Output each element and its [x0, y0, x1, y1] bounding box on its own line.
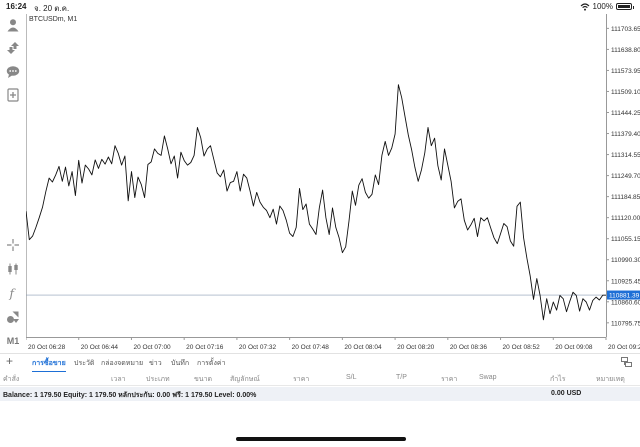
status-right: 100% — [580, 2, 634, 11]
col-time: เวลา — [111, 376, 126, 383]
tab-settings[interactable]: การตั้งค่า — [197, 360, 226, 367]
y-tick-label: 110860.60 — [611, 299, 640, 306]
y-tick-label: 110990.30 — [611, 257, 640, 264]
tab-trade[interactable]: การซื้อขาย — [32, 360, 66, 372]
col-symbol: สัญลักษณ์ — [230, 376, 260, 383]
status-bar: 16:24 จ. 20 ต.ค. 100% — [0, 0, 640, 14]
col-current-price: ราคา — [441, 376, 458, 383]
price-chart[interactable]: 111703.65 111638.80 111573.95 111509.10 1114… — [26, 14, 640, 353]
trade-icon[interactable] — [4, 39, 22, 57]
x-tick-label: 20 Oct 08:04 — [344, 344, 382, 351]
timeframe-button[interactable]: M1 — [4, 332, 22, 350]
x-tick-label: 20 Oct 08:52 — [503, 344, 541, 351]
x-tick-label: 20 Oct 09:08 — [555, 344, 593, 351]
tab-mailbox[interactable]: กล่องจดหมาย — [101, 360, 144, 367]
y-tick-label: 110795.75 — [611, 320, 640, 327]
home-indicator[interactable] — [236, 437, 406, 441]
y-tick-label: 111184.85 — [611, 194, 640, 201]
timeframe-label: M1 — [6, 336, 20, 346]
chart-symbol-label: BTCUSDm, M1 — [29, 16, 78, 23]
col-profit: กำไร — [550, 376, 566, 383]
col-price: ราคา — [293, 376, 310, 383]
y-tick-label: 111379.40 — [611, 131, 640, 138]
balance-summary: Balance: 1 179.50 Equity: 1 179.50 หลักป… — [3, 392, 257, 399]
terminal-tabs-bar: + การซื้อขาย ประวัติ กล่องจดหมาย ข่าว บั… — [0, 353, 640, 372]
x-tick-label: 20 Oct 06:28 — [28, 344, 66, 351]
y-tick-label: 111703.65 — [611, 26, 640, 33]
battery-icon — [616, 3, 634, 10]
x-tick-label: 20 Oct 07:00 — [133, 344, 171, 351]
add-chart-icon[interactable] — [4, 86, 22, 104]
y-tick-label: 111314.55 — [611, 152, 640, 159]
y-tick-label: 111249.70 — [611, 173, 640, 180]
indicator-icon[interactable]: f — [4, 284, 22, 302]
x-tick-label: 20 Oct 07:48 — [292, 344, 330, 351]
y-tick-label: 111444.25 — [611, 110, 640, 117]
add-order-button[interactable]: + — [6, 354, 14, 368]
person-icon[interactable] — [4, 16, 22, 34]
col-swap: Swap — [479, 374, 497, 381]
x-tick-label: 20 Oct 09:24 — [608, 344, 640, 351]
current-price-badge — [607, 290, 640, 300]
col-volume: ขนาด — [194, 376, 213, 383]
chart-area[interactable]: 111703.65 111638.80 111573.95 111509.10 1114… — [26, 14, 640, 353]
balance-total: 0.00 USD — [551, 390, 582, 397]
price-series-line — [26, 84, 606, 321]
x-tick-label: 20 Oct 08:20 — [397, 344, 435, 351]
col-tp: T/P — [396, 374, 407, 381]
col-type: ประเภท — [146, 376, 170, 383]
wifi-icon — [580, 2, 589, 11]
y-tick-label: 111055.15 — [611, 236, 640, 243]
y-tick-label: 111573.95 — [611, 68, 640, 75]
x-tick-label: 20 Oct 07:32 — [239, 344, 277, 351]
status-date: จ. 20 ต.ค. — [34, 4, 70, 13]
tab-news[interactable]: ข่าว — [149, 360, 162, 367]
col-order: คำสั่ง — [3, 376, 20, 383]
tab-history[interactable]: ประวัติ — [74, 360, 95, 367]
col-sl: S/L — [346, 374, 357, 381]
y-tick-label: 111509.10 — [611, 89, 640, 96]
orders-column-headers: คำสั่ง เวลา ประเภท ขนาด สัญลักษณ์ ราคา S… — [0, 370, 640, 386]
candles-icon[interactable] — [4, 260, 22, 278]
y-tick-label: 111120.00 — [611, 215, 640, 222]
current-price-label: 110881.39 — [609, 293, 640, 300]
battery-percent: 100% — [592, 2, 613, 11]
x-tick-label: 20 Oct 06:44 — [81, 344, 119, 351]
layout-toggle-icon[interactable] — [621, 357, 632, 367]
balance-row: Balance: 1 179.50 Equity: 1 179.50 หลักป… — [0, 387, 640, 401]
svg-text:f: f — [9, 287, 17, 301]
objects-icon[interactable] — [4, 308, 22, 326]
chat-icon[interactable] — [4, 63, 22, 81]
y-tick-label: 110925.45 — [611, 278, 640, 285]
crosshair-icon[interactable] — [4, 236, 22, 254]
status-time: 16:24 — [6, 2, 27, 11]
left-toolbar: f M1 — [0, 14, 26, 353]
x-tick-label: 20 Oct 07:16 — [186, 344, 224, 351]
col-comment: หมายเหตุ — [596, 376, 625, 383]
y-tick-label: 111638.80 — [611, 47, 640, 54]
x-tick-label: 20 Oct 08:36 — [450, 344, 488, 351]
tab-journal[interactable]: บันทึก — [171, 360, 190, 367]
